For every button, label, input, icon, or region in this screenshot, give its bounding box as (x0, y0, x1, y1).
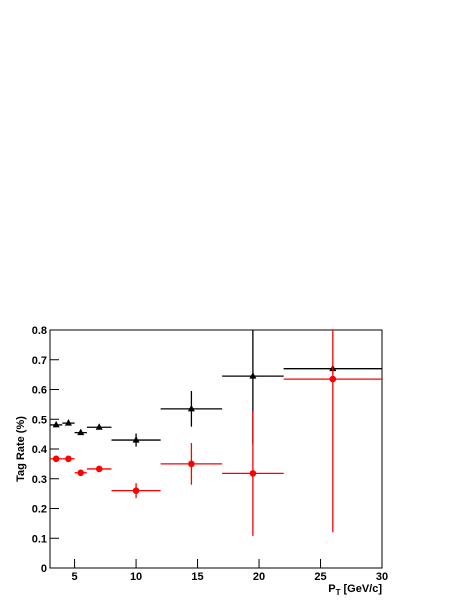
y-axis-label: Tag Rate (%) (15, 416, 27, 482)
y-tick-label: 0.6 (32, 385, 47, 397)
y-tick-label: 0.8 (32, 325, 47, 337)
marker (249, 372, 257, 379)
x-tick-label: 5 (72, 571, 78, 583)
plot-area (50, 330, 382, 536)
marker (64, 419, 72, 426)
x-label-sub: T (336, 588, 341, 597)
marker (65, 455, 72, 463)
x-tick-label: 25 (314, 571, 326, 583)
marker (52, 420, 60, 428)
marker (188, 460, 195, 468)
y-tick-label: 0.7 (32, 355, 47, 367)
y-tick-label: 0 (41, 563, 47, 575)
x-label-main: P (328, 583, 335, 595)
marker (132, 487, 140, 494)
marker (95, 465, 103, 473)
marker (132, 436, 140, 443)
x-tick-label: 15 (191, 571, 203, 583)
marker (95, 423, 103, 430)
y-tick-label: 0.5 (32, 414, 47, 426)
x-tick-label: 20 (253, 571, 265, 583)
y-tick-label: 0.2 (32, 504, 47, 516)
marker (77, 428, 85, 436)
y-tick-label: 0.1 (32, 533, 47, 545)
marker (249, 470, 257, 477)
x-axis-label: PT [GeV/c] (328, 583, 382, 597)
x-tick-label: 10 (130, 571, 142, 583)
y-tick-label: 0.3 (32, 474, 47, 486)
marker (187, 404, 195, 412)
marker (77, 469, 85, 477)
x-tick-label: 30 (376, 571, 388, 583)
marker (52, 455, 60, 463)
marker (329, 375, 337, 383)
y-tick-label: 0.4 (32, 444, 48, 456)
x-label-unit: [GeV/c] (343, 583, 382, 595)
